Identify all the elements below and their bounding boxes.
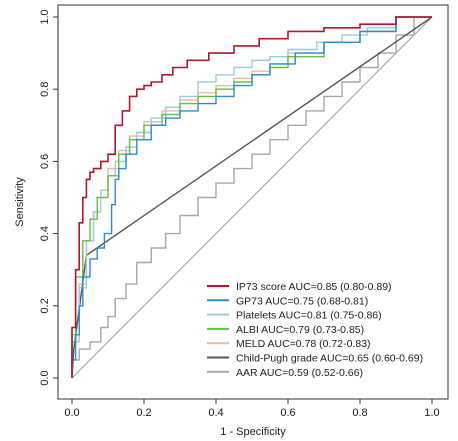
- axes-layer: 0.0 0.2 0.4 0.6 0.8 1.0 0.0 0.2 0.4 0.6 0.8 1.0: [39, 9, 440, 419]
- legend-label: ALBI AUC=0.79 (0.73-0.85): [236, 324, 364, 336]
- y-tick-label: 0.4: [39, 226, 51, 241]
- y-tick-label: 0.2: [39, 298, 51, 313]
- roc-series-line: [71, 16, 432, 378]
- legend-label: IP73 score AUC=0.85 (0.80-0.89): [236, 281, 392, 293]
- reference-diagonal-layer: [71, 16, 433, 379]
- x-tick-label: 0.8: [352, 407, 367, 419]
- roc-series-line: [71, 16, 432, 378]
- y-tick-label: 0.8: [39, 82, 51, 97]
- y-tick-label: 1.0: [39, 9, 51, 24]
- legend-label: AAR AUC=0.59 (0.52-0.66): [236, 367, 363, 379]
- y-tick-label: 0.6: [39, 154, 51, 169]
- legend-label: GP73 AUC=0.75 (0.68-0.81): [236, 295, 368, 307]
- y-axis-title: Sensitivity: [14, 177, 26, 227]
- x-tick-label: 0.0: [64, 407, 79, 419]
- reference-diagonal-line: [71, 16, 433, 379]
- legend: IP73 score AUC=0.85 (0.80-0.89) GP73 AUC=…: [207, 281, 423, 379]
- x-tick-label: 1.0: [424, 407, 439, 419]
- y-tick-label: 0.0: [39, 370, 51, 385]
- x-tick-label: 0.6: [280, 407, 295, 419]
- x-tick-label: 0.4: [208, 407, 223, 419]
- legend-label: Child-Pugh grade AUC=0.65 (0.60-0.69): [236, 353, 423, 365]
- legend-label: MELD AUC=0.78 (0.72-0.83): [236, 338, 371, 350]
- roc-series-line: [71, 16, 432, 378]
- plot-frame: [57, 4, 449, 400]
- series-layer: [71, 16, 433, 379]
- x-axis-title: 1 - Specificity: [220, 426, 286, 438]
- legend-label: Platelets AUC=0.81 (0.75-0.86): [236, 310, 382, 322]
- x-tick-label: 0.2: [136, 407, 151, 419]
- roc-series-line: [71, 16, 433, 379]
